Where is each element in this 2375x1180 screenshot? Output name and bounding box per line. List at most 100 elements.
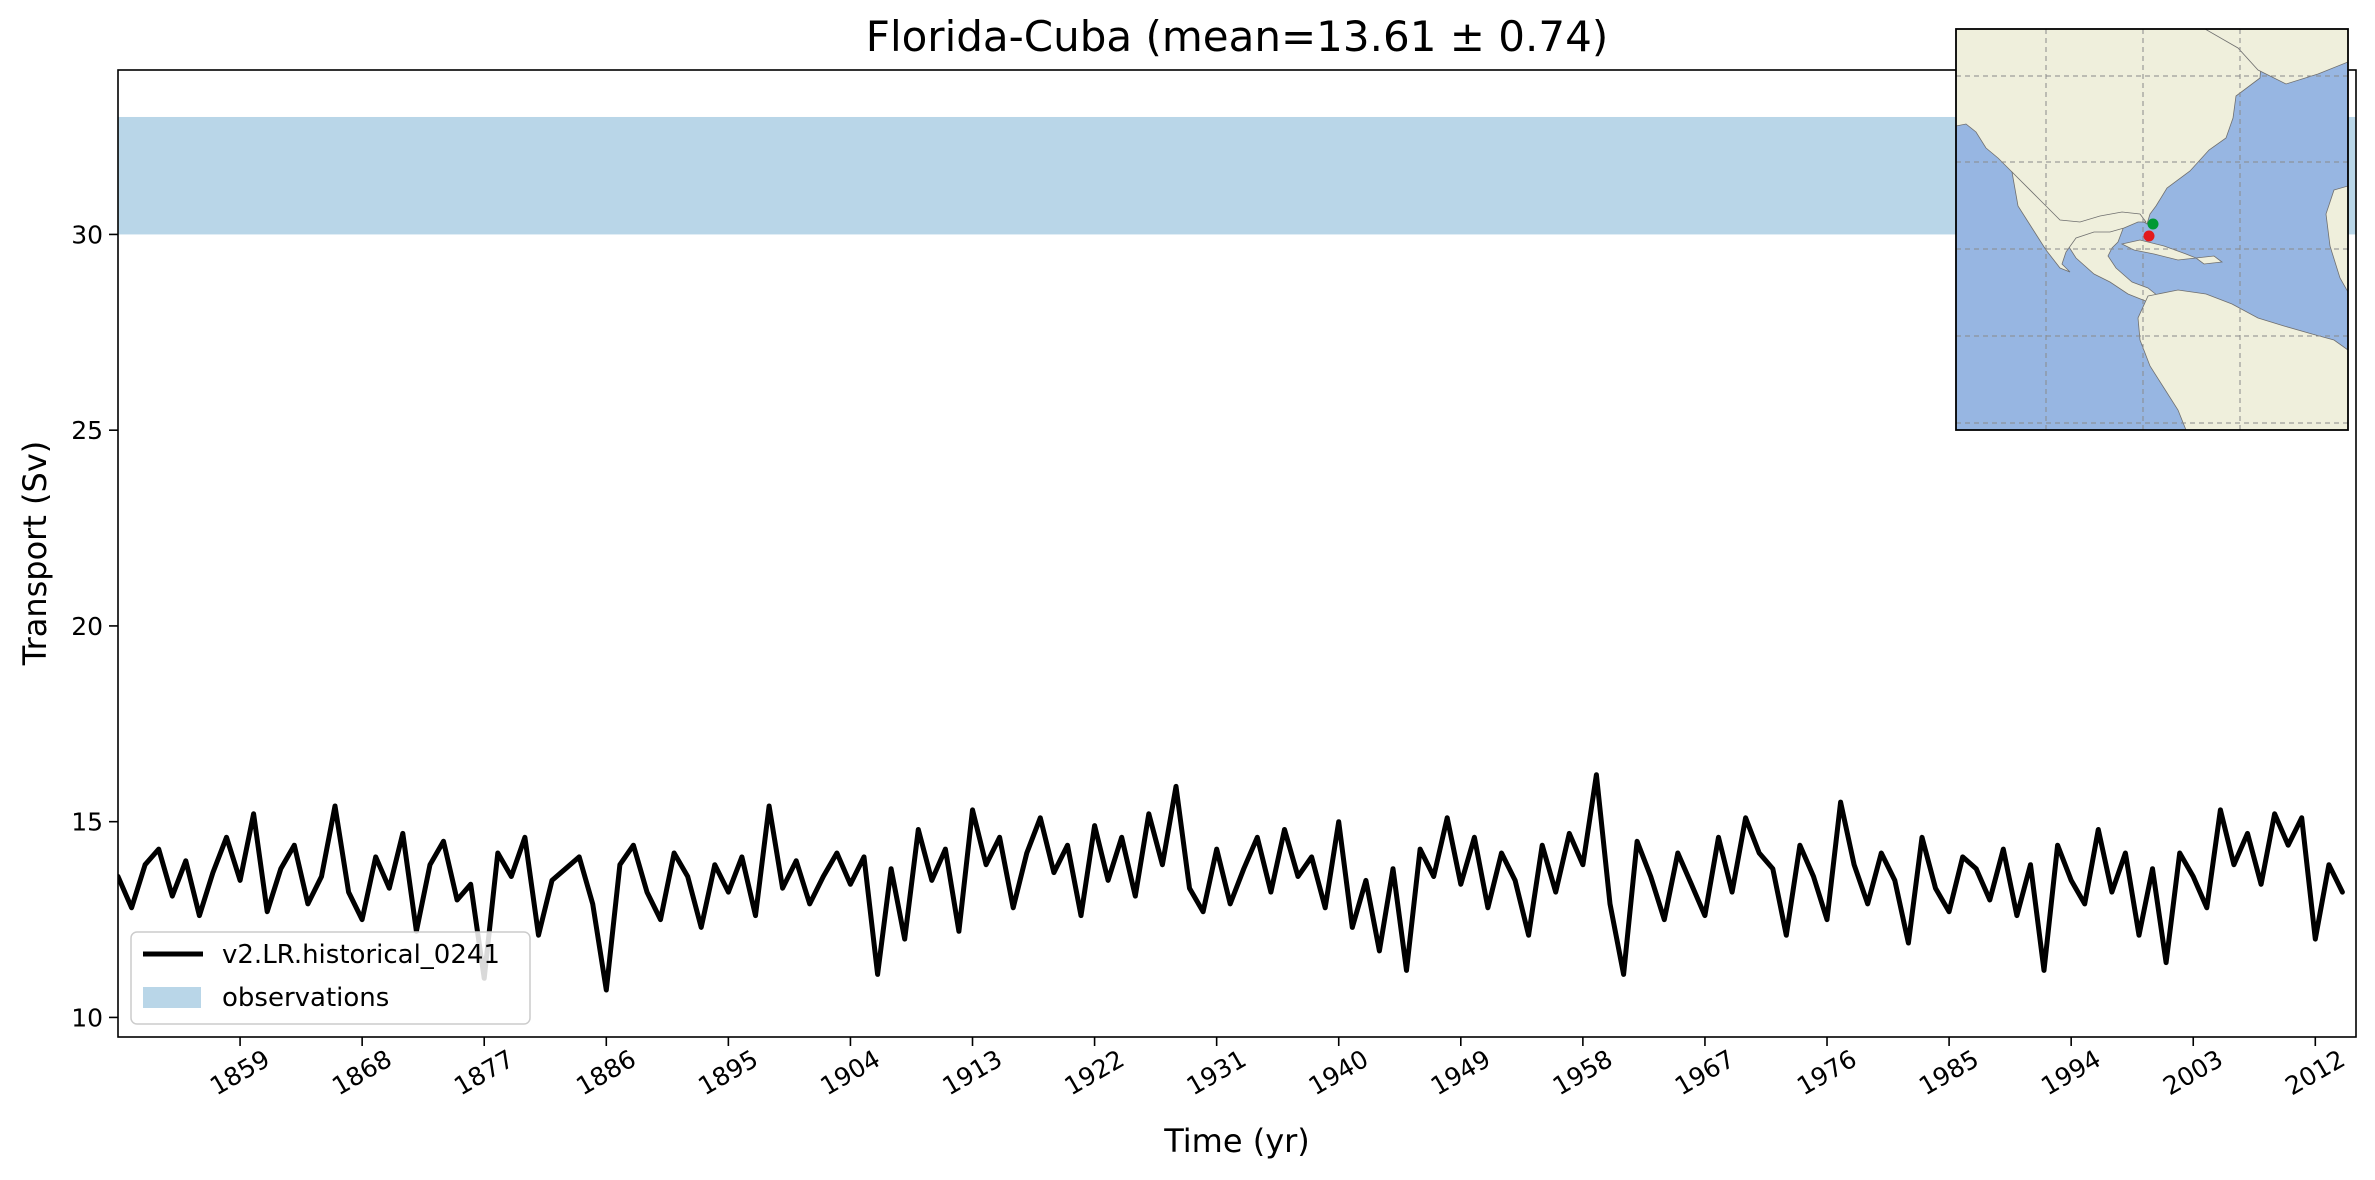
data-point: [1106, 878, 1110, 882]
data-point: [1540, 843, 1544, 847]
data-point: [1350, 925, 1354, 929]
x-tick-label: 2003: [2158, 1044, 2228, 1101]
data-point: [1052, 871, 1056, 875]
x-tick-label: 1904: [815, 1044, 885, 1101]
data-point: [1418, 847, 1422, 851]
data-point: [374, 855, 378, 859]
data-point: [496, 851, 500, 855]
data-point: [2001, 847, 2005, 851]
data-point: [1934, 886, 1938, 890]
data-point: [2056, 843, 2060, 847]
data-point: [143, 863, 147, 867]
data-point: [2286, 843, 2290, 847]
data-point: [618, 863, 622, 867]
data-point: [157, 847, 161, 851]
data-point: [2028, 863, 2032, 867]
data-point: [604, 988, 608, 992]
map-marker-florida: [2147, 218, 2159, 230]
legend-band-label: observations: [222, 983, 389, 1013]
x-tick-label: 1994: [2036, 1044, 2106, 1101]
data-point: [197, 914, 201, 918]
y-tick-label: 25: [71, 416, 103, 445]
data-point: [2191, 874, 2195, 878]
data-point: [333, 804, 337, 808]
data-point: [1798, 843, 1802, 847]
data-point: [1079, 914, 1083, 918]
x-axis: 1859 1868 1877 1886 1895 1904 1913 1922 1931 1940…: [205, 1037, 2350, 1101]
data-point: [1811, 874, 1815, 878]
data-point: [1513, 878, 1517, 882]
data-point: [1499, 851, 1503, 855]
data-point: [1757, 851, 1761, 855]
data-point: [876, 972, 880, 976]
data-point: [659, 918, 663, 922]
data-point: [672, 851, 676, 855]
data-point: [2083, 902, 2087, 906]
data-point: [211, 871, 215, 875]
data-point: [740, 855, 744, 859]
data-point: [1459, 882, 1463, 886]
data-point: [631, 843, 635, 847]
data-point: [1988, 898, 1992, 902]
x-tick-label: 1877: [449, 1044, 519, 1101]
data-point: [1744, 816, 1748, 820]
data-point: [1839, 800, 1843, 804]
data-point: [998, 835, 1002, 839]
inset-map: [1955, 28, 2349, 431]
data-point: [455, 898, 459, 902]
data-point: [347, 890, 351, 894]
data-point: [292, 843, 296, 847]
data-point: [889, 867, 893, 871]
data-point: [2123, 851, 2127, 855]
data-point: [1961, 855, 1965, 859]
data-point: [1188, 886, 1192, 890]
data-point: [943, 847, 947, 851]
data-point: [2069, 878, 2073, 882]
data-point: [1038, 816, 1042, 820]
data-point: [767, 804, 771, 808]
data-point: [1391, 867, 1395, 871]
data-point: [1147, 812, 1151, 816]
y-axis-label: Transport (Sv): [16, 441, 54, 667]
data-point: [726, 890, 730, 894]
data-point: [2313, 937, 2317, 941]
data-point: [753, 914, 757, 918]
map-land-africa: [2325, 185, 2348, 293]
data-point: [1567, 831, 1571, 835]
data-point: [1527, 933, 1531, 937]
x-tick-label: 1949: [1426, 1044, 1496, 1101]
data-point: [360, 918, 364, 922]
data-point: [577, 855, 581, 859]
data-point: [238, 878, 242, 882]
x-tick-label: 1886: [571, 1044, 641, 1101]
x-tick-label: 1859: [205, 1044, 275, 1101]
data-point: [319, 874, 323, 878]
data-point: [2205, 906, 2209, 910]
data-point: [591, 902, 595, 906]
data-point: [401, 831, 405, 835]
data-point: [252, 812, 256, 816]
data-point: [2096, 828, 2100, 832]
data-point: [835, 851, 839, 855]
data-point: [1974, 867, 1978, 871]
data-point: [1364, 878, 1368, 882]
data-point: [1622, 972, 1626, 976]
data-point: [848, 882, 852, 886]
data-point: [1852, 863, 1856, 867]
data-point: [1296, 874, 1300, 878]
x-tick-label: 2012: [2280, 1044, 2350, 1101]
data-point: [1228, 902, 1232, 906]
data-point: [1689, 882, 1693, 886]
data-point: [1866, 902, 1870, 906]
data-point: [794, 859, 798, 863]
data-point: [781, 886, 785, 890]
data-point: [2259, 882, 2263, 886]
data-point: [428, 863, 432, 867]
x-tick-label: 1868: [327, 1044, 397, 1101]
data-point: [821, 874, 825, 878]
data-point: [713, 863, 717, 867]
data-point: [1730, 890, 1734, 894]
data-point: [1405, 968, 1409, 972]
data-point: [1133, 894, 1137, 898]
data-point: [1893, 878, 1897, 882]
